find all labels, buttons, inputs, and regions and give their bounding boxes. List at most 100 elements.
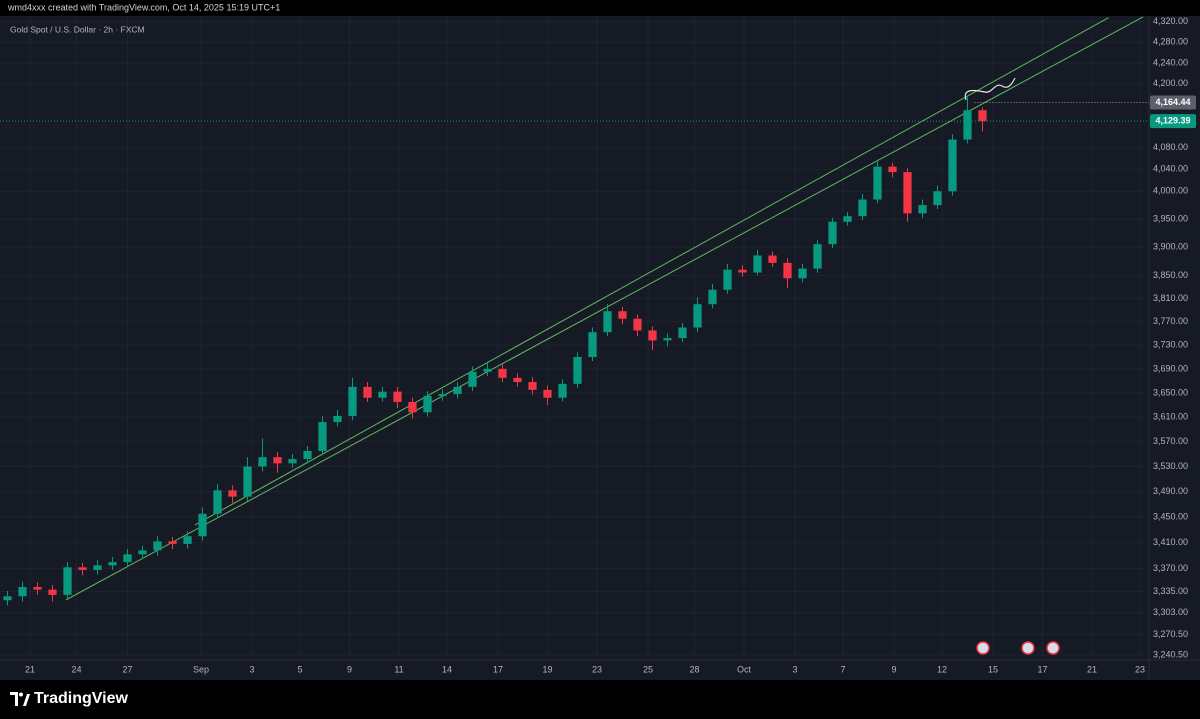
- y-tick-label: 3,810.00: [1153, 293, 1188, 303]
- last-price-label: 4,129.39: [1155, 116, 1190, 126]
- candle-body: [573, 356, 582, 384]
- candle-body: [963, 110, 972, 140]
- x-tick-label: 21: [25, 664, 35, 674]
- axis-ticks: 3,240.50 3,270.50 3,303.00 3,335.00 3,370.00…: [25, 16, 1188, 674]
- candle-body: [783, 262, 792, 279]
- candle-body: [918, 205, 927, 214]
- candle-body: [858, 199, 867, 217]
- candle-body: [648, 330, 657, 341]
- candle-body: [393, 391, 402, 402]
- event-icons: [976, 641, 1060, 655]
- candle-body: [3, 596, 12, 601]
- y-tick-label: 3,240.50: [1153, 649, 1188, 659]
- x-tick-label: Oct: [737, 664, 752, 674]
- candle-body: [843, 216, 852, 222]
- candle-body: [903, 172, 912, 214]
- candle-body: [18, 586, 27, 597]
- logo-mark: [19, 692, 23, 697]
- candle-body: [933, 191, 942, 206]
- event-icon[interactable]: [976, 641, 990, 655]
- high-price-label: 4,164.44: [1155, 97, 1190, 107]
- candle-body: [408, 401, 417, 413]
- candle-body: [708, 289, 717, 305]
- candle-body: [738, 269, 747, 273]
- x-tick-label: 28: [689, 664, 699, 674]
- logo-mark: [10, 692, 18, 706]
- event-icon[interactable]: [1046, 641, 1060, 655]
- candle-body: [123, 554, 132, 563]
- x-tick-label: 5: [297, 664, 302, 674]
- x-tick-label: 9: [891, 664, 896, 674]
- x-tick-label: 14: [442, 664, 452, 674]
- candle-body: [333, 415, 342, 423]
- last-price-badge: [1150, 114, 1196, 129]
- x-tick-label: 7: [840, 664, 845, 674]
- y-tick-label: 3,900.00: [1153, 241, 1188, 251]
- candle-body: [513, 377, 522, 383]
- candle-body: [153, 541, 162, 551]
- y-tick-label: 4,240.00: [1153, 57, 1188, 67]
- candle-body: [63, 567, 72, 595]
- candle-body: [183, 536, 192, 544]
- y-tick-label: 3,610.00: [1153, 412, 1188, 422]
- candle-body: [978, 110, 987, 122]
- candle-body: [33, 586, 42, 590]
- candle-body: [363, 386, 372, 398]
- y-tick-label: 3,490.00: [1153, 486, 1188, 496]
- candle-body: [498, 368, 507, 378]
- x-tick-label: 15: [988, 664, 998, 674]
- candle-body: [198, 513, 207, 537]
- event-icon[interactable]: [1021, 641, 1035, 655]
- candle-body: [318, 422, 327, 451]
- y-tick-label: 3,450.00: [1153, 511, 1188, 521]
- candle-body: [558, 383, 567, 398]
- x-tick-label: 3: [249, 664, 254, 674]
- overlay: 4,164.44 4,129.39: [0, 95, 1196, 129]
- candle-body: [438, 394, 447, 396]
- candle-body: [948, 139, 957, 192]
- candle-body: [228, 490, 237, 497]
- candle-body: [258, 457, 267, 467]
- chart-title: Gold Spot / U.S. Dollar · 2h · FXCM: [10, 24, 145, 34]
- y-tick-label: 3,690.00: [1153, 363, 1188, 373]
- candle-body: [483, 368, 492, 372]
- x-tick-label: 19: [542, 664, 552, 674]
- candle-body: [603, 311, 612, 333]
- x-tick-label: 21: [1087, 664, 1097, 674]
- high-price-badge: [1150, 95, 1196, 110]
- y-tick-label: 4,000.00: [1153, 186, 1188, 196]
- candle-body: [768, 255, 777, 263]
- candle-body: [723, 269, 732, 290]
- x-tick-label: 24: [71, 664, 81, 674]
- hand-drawing: [964, 77, 1016, 101]
- brand-name: TradingView: [34, 690, 129, 707]
- candle-body: [168, 541, 177, 544]
- candle-body: [288, 459, 297, 464]
- candle-body: [273, 457, 282, 464]
- candle-body: [543, 389, 552, 398]
- grid: [0, 16, 1149, 660]
- x-tick-label: 23: [592, 664, 602, 674]
- candle-body: [108, 562, 117, 566]
- candle-body: [663, 338, 672, 341]
- y-tick-label: 4,200.00: [1153, 78, 1188, 88]
- x-tick-label: Sep: [193, 664, 209, 674]
- y-tick-label: 3,650.00: [1153, 387, 1188, 397]
- candle-body: [888, 166, 897, 173]
- candle-body: [828, 221, 837, 245]
- candle-body: [303, 450, 312, 460]
- y-tick-label: 4,040.00: [1153, 164, 1188, 174]
- x-tick-label: 25: [643, 664, 653, 674]
- candle-body: [468, 371, 477, 387]
- y-tick-label: 3,335.00: [1153, 586, 1188, 596]
- candle-body: [348, 386, 357, 416]
- y-tick-label: 3,410.00: [1153, 537, 1188, 547]
- x-tick-label: 11: [394, 664, 403, 674]
- candle-body: [93, 565, 102, 570]
- trend-line: [194, 17, 1109, 526]
- y-tick-label: 4,320.00: [1153, 16, 1188, 26]
- candle-body: [48, 589, 57, 595]
- candle-body: [78, 567, 87, 570]
